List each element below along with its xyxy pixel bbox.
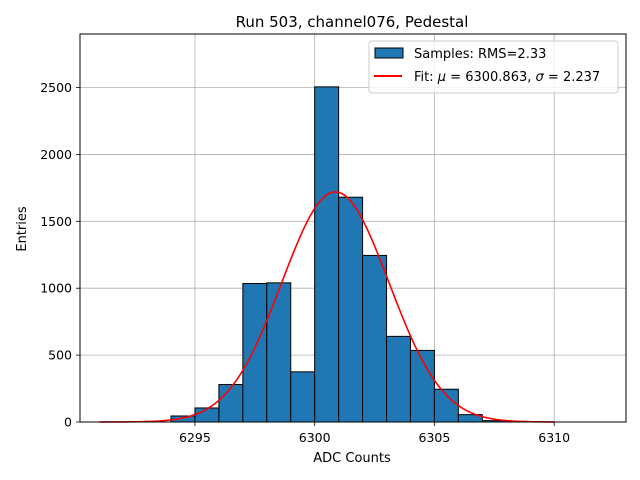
y-axis-ticks: 0 500 1000 1500 2000 2500 [40, 80, 80, 430]
chart-title: Run 503, channel076, Pedestal [236, 13, 469, 31]
y-tick-label: 1000 [40, 281, 72, 296]
histogram-bar [386, 335, 411, 423]
histogram-bar [194, 407, 220, 423]
legend-box [368, 40, 619, 94]
legend-sigma-symbol: σ [536, 70, 545, 85]
legend-histogram-label: Samples: RMS=2.33 [414, 47, 546, 62]
legend-mu-value: 6300.863 [465, 70, 527, 85]
x-tick-label: 6295 [179, 430, 211, 445]
x-tick-label: 6305 [419, 430, 451, 445]
histogram-bar [218, 384, 244, 423]
y-tick-label: 2000 [40, 147, 72, 162]
histogram-bar [266, 282, 292, 423]
y-tick-label: 2500 [40, 80, 72, 95]
x-tick-label: 6300 [299, 430, 331, 445]
y-tick-label: 0 [64, 415, 72, 430]
legend-fit-prefix: Fit: [414, 70, 438, 85]
legend-separator: , [527, 70, 535, 85]
histogram-bar [338, 196, 364, 423]
histogram-bar [362, 254, 388, 423]
fit-curve-layer [99, 191, 555, 423]
x-axis-title: ADC Counts [313, 451, 391, 466]
histogram-bars [170, 86, 507, 423]
x-axis-ticks: 6295 6300 6305 6310 [179, 422, 570, 445]
legend: Samples: RMS=2.33 Fit: μ = 6300.863, σ =… [368, 40, 619, 94]
gaussian-fit-curve [99, 191, 555, 423]
y-axis-title: Entries [15, 206, 30, 252]
y-tick-label: 1500 [40, 214, 72, 229]
y-tick-label: 500 [48, 348, 72, 363]
histogram-bar [290, 371, 316, 423]
histogram-bar [314, 86, 340, 423]
legend-fit-label: Fit: μ = 6300.863, σ = 2.237 [414, 70, 600, 85]
legend-sigma-equals: = [544, 70, 563, 85]
legend-histogram-swatch [374, 47, 404, 59]
legend-sigma-value: 2.237 [563, 70, 600, 85]
histogram-bar [242, 283, 268, 423]
x-tick-label: 6310 [538, 430, 570, 445]
legend-mu-equals: = [446, 70, 465, 85]
plot-frame [79, 33, 627, 423]
legend-mu-symbol: μ [437, 70, 446, 85]
